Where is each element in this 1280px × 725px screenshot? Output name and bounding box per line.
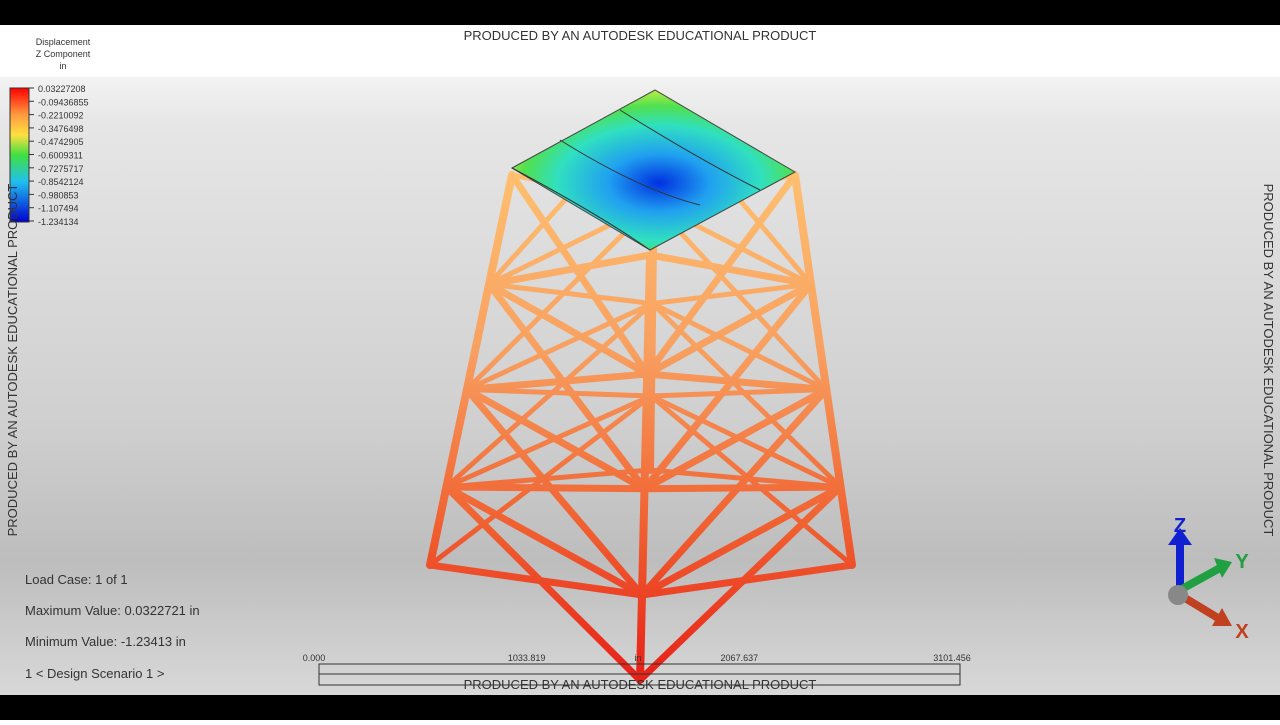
member — [649, 301, 844, 490]
watermark-left: PRODUCED BY AN AUTODESK EDUCATIONAL PROD… — [5, 184, 20, 537]
platform-edges — [511, 109, 761, 251]
member — [443, 393, 654, 490]
tower-model — [426, 96, 856, 684]
member — [486, 281, 655, 306]
platform — [510, 89, 797, 251]
scale-label: 2067.637 — [721, 653, 759, 663]
legend-label: -0.09436855 — [38, 97, 89, 107]
load-case: Load Case: 1 of 1 — [25, 572, 128, 587]
triad — [1168, 528, 1232, 626]
member — [651, 201, 829, 392]
member — [646, 251, 815, 288]
member — [638, 386, 830, 599]
watermark-right: PRODUCED BY AN AUTODESK EDUCATIONAL PROD… — [1261, 184, 1276, 537]
watermark-bottom: PRODUCED BY AN AUTODESK EDUCATIONAL PROD… — [464, 677, 817, 692]
member — [443, 467, 653, 490]
member — [791, 171, 856, 569]
member — [641, 280, 815, 493]
member — [442, 483, 648, 493]
axis-z: Z — [1174, 515, 1186, 537]
member — [463, 370, 651, 393]
legend-label: -1.107494 — [38, 204, 79, 214]
legend-title: in — [59, 61, 66, 71]
member — [463, 386, 646, 599]
axis-y: Y — [1235, 551, 1249, 573]
member — [464, 387, 654, 399]
scale-label: 3101.456 — [933, 653, 971, 663]
legend-label: -0.7275717 — [38, 164, 84, 174]
member — [638, 483, 845, 599]
legend-label: -0.980853 — [38, 190, 79, 200]
scale-label: 0.000 — [303, 653, 326, 663]
legend-label: -0.6009311 — [38, 151, 83, 161]
scale-unit: in — [634, 653, 641, 663]
member — [464, 301, 655, 392]
legend-label: -0.2210092 — [38, 111, 84, 121]
member — [485, 280, 651, 378]
member — [442, 483, 646, 599]
header-band — [0, 25, 1280, 77]
member — [464, 201, 657, 392]
member — [648, 393, 855, 568]
min-value: Minimum Value: -1.23413 in — [25, 634, 186, 649]
legend-title: Z Component — [36, 49, 91, 59]
member — [643, 370, 830, 393]
member — [426, 171, 516, 569]
legend-title: Displacement — [36, 37, 91, 47]
legend-label: -1.234134 — [38, 217, 79, 227]
legend-label: -0.3476498 — [38, 124, 84, 134]
legend-label: 0.03227208 — [38, 84, 86, 94]
member — [636, 483, 845, 684]
member — [485, 280, 648, 493]
member — [648, 393, 844, 490]
member — [649, 281, 814, 306]
member — [426, 561, 646, 599]
member — [485, 251, 654, 288]
member — [443, 301, 655, 490]
scale-label: 1033.819 — [508, 653, 546, 663]
design-scenario: 1 < Design Scenario 1 > — [25, 666, 164, 681]
axis-x: X — [1235, 621, 1249, 643]
max-value: Maximum Value: 0.0322721 in — [25, 603, 200, 618]
legend-label: -0.8542124 — [38, 177, 84, 187]
legend-label: -0.4742905 — [38, 137, 84, 147]
member — [648, 387, 829, 399]
member — [643, 280, 815, 378]
member — [649, 301, 829, 392]
watermark-top: PRODUCED BY AN AUTODESK EDUCATIONAL PROD… — [464, 28, 817, 43]
